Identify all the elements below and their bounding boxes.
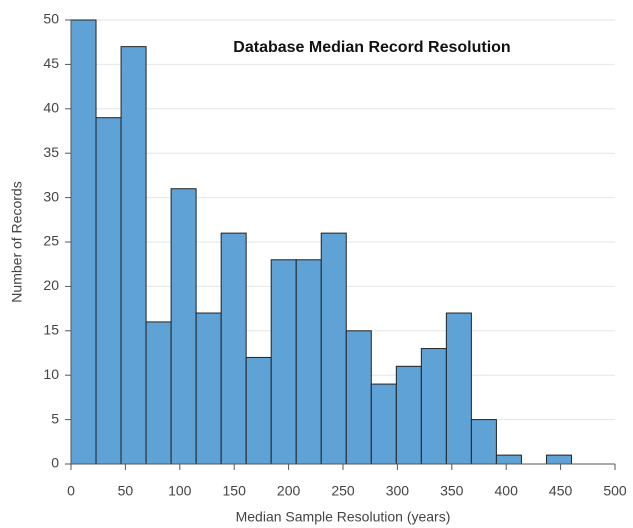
x-tick-label: 350	[440, 483, 464, 499]
x-tick-label: 50	[118, 483, 134, 499]
x-tick-label: 200	[277, 483, 301, 499]
y-tick-label: 45	[43, 55, 59, 71]
bar	[270, 259, 297, 465]
x-tick-label: 300	[386, 483, 410, 499]
x-tick-label: 0	[67, 483, 75, 499]
bar	[95, 117, 122, 465]
y-axis-label: Number of Records	[9, 181, 25, 302]
bar	[420, 348, 447, 465]
y-tick-label: 25	[43, 233, 59, 249]
y-tick-label: 15	[43, 322, 59, 338]
bar	[470, 419, 497, 465]
bar	[70, 19, 97, 465]
bar	[145, 321, 172, 465]
y-tick-label: 35	[43, 144, 59, 160]
x-tick-label: 250	[331, 483, 355, 499]
chart-title: Database Median Record Resolution	[233, 39, 510, 56]
bar	[170, 188, 197, 465]
x-tick-label: 450	[549, 483, 573, 499]
y-tick-label: 5	[51, 410, 59, 426]
bar	[245, 356, 272, 465]
y-tick-label: 30	[43, 188, 59, 204]
bar	[495, 454, 522, 465]
bar	[120, 46, 147, 465]
bar	[320, 232, 347, 465]
bar	[195, 312, 222, 465]
x-axis-label: Median Sample Resolution (years)	[236, 509, 451, 525]
x-tick-label: 100	[168, 483, 192, 499]
bar	[220, 232, 247, 465]
bar	[445, 312, 472, 465]
y-tick-label: 0	[51, 455, 59, 471]
y-tick-label: 10	[43, 366, 59, 382]
y-tick-label: 40	[43, 100, 59, 116]
y-tick-label: 50	[43, 11, 59, 27]
bar	[345, 330, 372, 465]
y-tick-label: 20	[43, 277, 59, 293]
bar	[295, 259, 322, 465]
x-tick-label: 500	[603, 483, 627, 499]
x-tick-label: 150	[223, 483, 247, 499]
bar	[370, 383, 397, 465]
x-tick-label: 400	[495, 483, 519, 499]
bar	[545, 454, 572, 465]
bar	[395, 365, 422, 465]
